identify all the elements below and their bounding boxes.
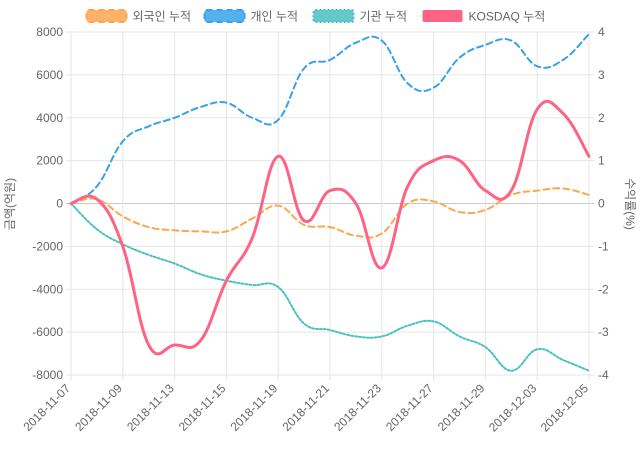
legend-swatch [85, 9, 128, 23]
x-tick-label: 2018-11-19 [228, 381, 281, 434]
y-left-tick-label: -6000 [32, 325, 63, 339]
x-tick-label: 2018-12-05 [538, 381, 592, 435]
y-left-tick-label: 8000 [36, 25, 63, 39]
y-right-tick-label: 1 [598, 154, 605, 168]
x-tick-label: 2018-11-27 [383, 381, 436, 434]
legend-item-3[interactable]: KOSDAQ 누적 [422, 10, 546, 24]
legend-label: 외국인 누적 [133, 10, 192, 24]
y-right-tick-label: 3 [598, 68, 605, 82]
right-axis-ticks: 4 3 2 1 0 -1 -2 -3 -4 [598, 25, 609, 382]
legend-item-0[interactable]: 외국인 누적 [85, 9, 192, 24]
y-left-tick-label: -2000 [32, 239, 63, 253]
x-tick-label: 2018-11-15 [176, 381, 229, 434]
x-axis-ticks: 2018-11-07 2018-11-09 2018-11-13 2018-11-15… [20, 381, 591, 435]
y-right-tick-label: -2 [598, 282, 609, 296]
y-left-tick-label: -8000 [32, 368, 63, 382]
x-tick-label: 2018-11-13 [124, 381, 177, 434]
y-left-tick-label: 6000 [36, 68, 63, 82]
y-right-tick-label: -3 [598, 325, 609, 339]
x-tick-label: 2018-11-09 [72, 381, 125, 434]
legend-item-2[interactable]: 기관 누적 [312, 9, 408, 24]
legend-swatch [203, 9, 246, 23]
y-right-tick-label: 0 [598, 197, 605, 211]
series-line-1 [70, 33, 590, 205]
x-tick-label: 2018-11-29 [435, 381, 488, 434]
y-right-tick-label: 2 [598, 111, 605, 125]
y-right-tick-label: -4 [598, 368, 609, 382]
series-line-2 [70, 202, 590, 372]
y-right-tick-label: 4 [598, 25, 605, 39]
y-left-tick-label: -4000 [32, 282, 63, 296]
legend-label: 기관 누적 [360, 10, 408, 24]
y-left-tick-label: 4000 [36, 111, 63, 125]
legend-label: KOSDAQ 누적 [469, 10, 546, 24]
legend-swatch [312, 9, 355, 23]
legend-swatch [422, 10, 463, 22]
legend: 외국인 누적 개인 누적 기관 누적 KOSDAQ 누적 [85, 9, 546, 24]
y-left-tick-label: 2000 [36, 154, 63, 168]
grid-layer [66, 31, 594, 380]
y-axis-left-title: 금액(억원) [3, 178, 17, 230]
legend-item-1[interactable]: 개인 누적 [203, 9, 299, 24]
series-line-0 [70, 187, 590, 239]
series-layer [69, 33, 591, 372]
legend-label: 개인 누적 [251, 10, 299, 24]
x-tick-label: 2018-12-03 [486, 381, 540, 435]
y-axis-right-title: 수익률(%) [623, 178, 637, 230]
x-tick-label: 2018-11-07 [20, 381, 73, 434]
left-axis-ticks: 8000 6000 4000 2000 0 -2000 -4000 -6000 -8000 [32, 25, 63, 382]
y-right-tick-label: -1 [598, 239, 609, 253]
y-left-tick-label: 0 [56, 197, 63, 211]
x-tick-label: 2018-11-21 [279, 381, 332, 434]
x-tick-label: 2018-11-23 [331, 381, 384, 434]
series-line-3 [69, 99, 591, 356]
